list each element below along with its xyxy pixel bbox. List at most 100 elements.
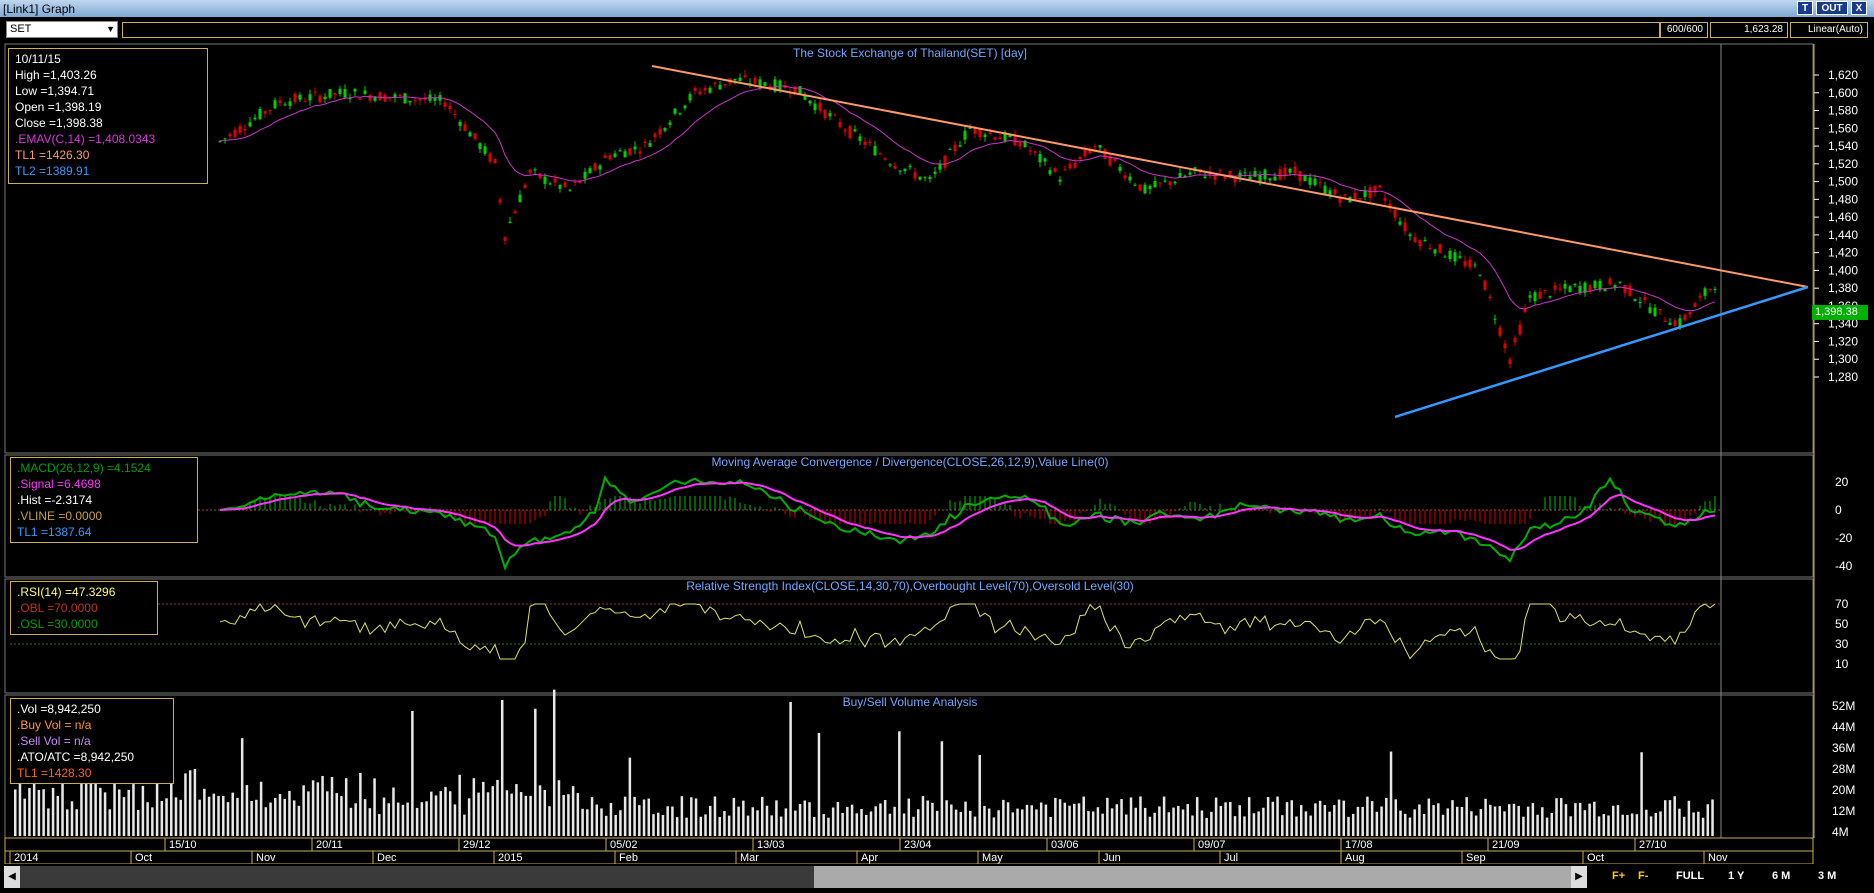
volume-bar [671, 806, 674, 836]
volume-bar [638, 805, 641, 836]
candle [1393, 209, 1397, 218]
candle [328, 89, 332, 98]
volume-bar [1555, 798, 1558, 836]
volume-bar [174, 797, 178, 836]
candle [268, 110, 272, 112]
volume-bar [1441, 814, 1445, 836]
candle [573, 181, 577, 184]
volume-bar [604, 815, 608, 836]
range-6m-button[interactable]: 6 M [1772, 870, 1791, 882]
candle [1713, 288, 1717, 290]
command-input[interactable] [122, 22, 1660, 38]
volume-bar [1266, 797, 1270, 836]
volume-bar [1484, 798, 1487, 836]
volume-bar [515, 784, 518, 836]
symbol-value: SET [10, 23, 32, 35]
candle [488, 153, 492, 162]
volume-bar [1318, 800, 1322, 836]
macd-panel-frame [4, 454, 1814, 578]
scroll-right-icon[interactable]: ▶ [1571, 866, 1587, 888]
volume-bar [1172, 807, 1175, 836]
range-3m-button[interactable]: 3 M [1818, 870, 1837, 882]
time-label-month: 2014 [14, 852, 38, 864]
candle [733, 78, 737, 81]
candle [778, 80, 782, 90]
close-button[interactable]: X [1851, 1, 1867, 15]
candle [693, 87, 697, 91]
zoom-out-icon[interactable]: F- [1638, 870, 1649, 882]
candle [1253, 170, 1257, 177]
volume-bar [732, 797, 736, 836]
candle [1363, 190, 1367, 198]
scroll-left-icon[interactable]: ◀ [4, 866, 20, 888]
candle [748, 83, 752, 85]
candle [398, 94, 402, 96]
candle [1218, 170, 1222, 172]
time-label-day: 20/11 [316, 839, 343, 851]
volume-bar [1025, 804, 1029, 836]
candle [218, 140, 222, 142]
candle [1478, 275, 1482, 277]
volume-bar [255, 799, 258, 836]
candle [813, 103, 817, 111]
volume-bar [411, 711, 414, 836]
candle [1468, 259, 1472, 268]
time-label-month: Oct [1587, 852, 1604, 864]
volume-bar [1455, 806, 1459, 836]
info-obl: .OBL =70.0000 [17, 601, 98, 615]
candle [923, 177, 927, 179]
candle [1163, 180, 1167, 182]
candle [743, 75, 747, 78]
volume-bar [1422, 813, 1426, 836]
symbol-select[interactable]: SET ▼ [6, 21, 118, 38]
volume-bar [23, 798, 26, 836]
volume-bar [1375, 811, 1379, 836]
volume-bar [245, 785, 249, 836]
info-macd: .MACD(26,12,9) =4.1524 [17, 461, 151, 475]
candle [423, 97, 427, 100]
volume-bar [330, 776, 334, 836]
rsi-line [219, 603, 1716, 660]
chevron-down-icon[interactable]: ▼ [106, 24, 115, 34]
info-rsi: .RSI(14) =47.3296 [17, 585, 116, 599]
candle [478, 143, 482, 150]
volume-bar [1583, 810, 1587, 836]
scale-select[interactable]: Linear(Auto) [1790, 22, 1868, 38]
volume-bar [1021, 809, 1024, 836]
out-button[interactable]: OUT [1816, 1, 1848, 15]
volume-bar [1493, 806, 1497, 836]
time-label-month: Mar [740, 852, 759, 864]
volume-bar [850, 804, 854, 836]
volume-bar [538, 785, 542, 836]
candle [513, 211, 517, 214]
range-full-button[interactable]: FULL [1676, 870, 1705, 882]
volume-bar [836, 801, 840, 836]
candle [1483, 280, 1487, 290]
volume-bar [586, 809, 589, 836]
volume-bar [1054, 797, 1057, 836]
volume-bar [661, 815, 665, 836]
volume-bar [1437, 803, 1440, 836]
candle [363, 90, 367, 95]
candle [828, 113, 832, 117]
candle [1563, 283, 1567, 289]
macd-layer [10, 474, 1720, 571]
volume-bar [316, 782, 320, 836]
range-1y-button[interactable]: 1 Y [1728, 870, 1745, 882]
candle [1108, 155, 1112, 166]
candle [1013, 134, 1017, 146]
volume-bar [264, 807, 268, 836]
candle [993, 137, 997, 140]
volume-bar [1139, 796, 1142, 836]
zoom-in-icon[interactable]: F+ [1612, 870, 1626, 882]
scroll-thumb[interactable] [814, 866, 1584, 888]
candle [1248, 176, 1252, 181]
volume-bar [647, 798, 651, 836]
volume-tick-label: 52M [1832, 699, 1855, 713]
tools-button[interactable]: T [1797, 1, 1813, 15]
horizontal-scrollbar[interactable]: ◀ ▶ [4, 866, 1587, 888]
volume-bar [259, 781, 263, 836]
candle [593, 163, 597, 171]
candle [953, 144, 957, 152]
